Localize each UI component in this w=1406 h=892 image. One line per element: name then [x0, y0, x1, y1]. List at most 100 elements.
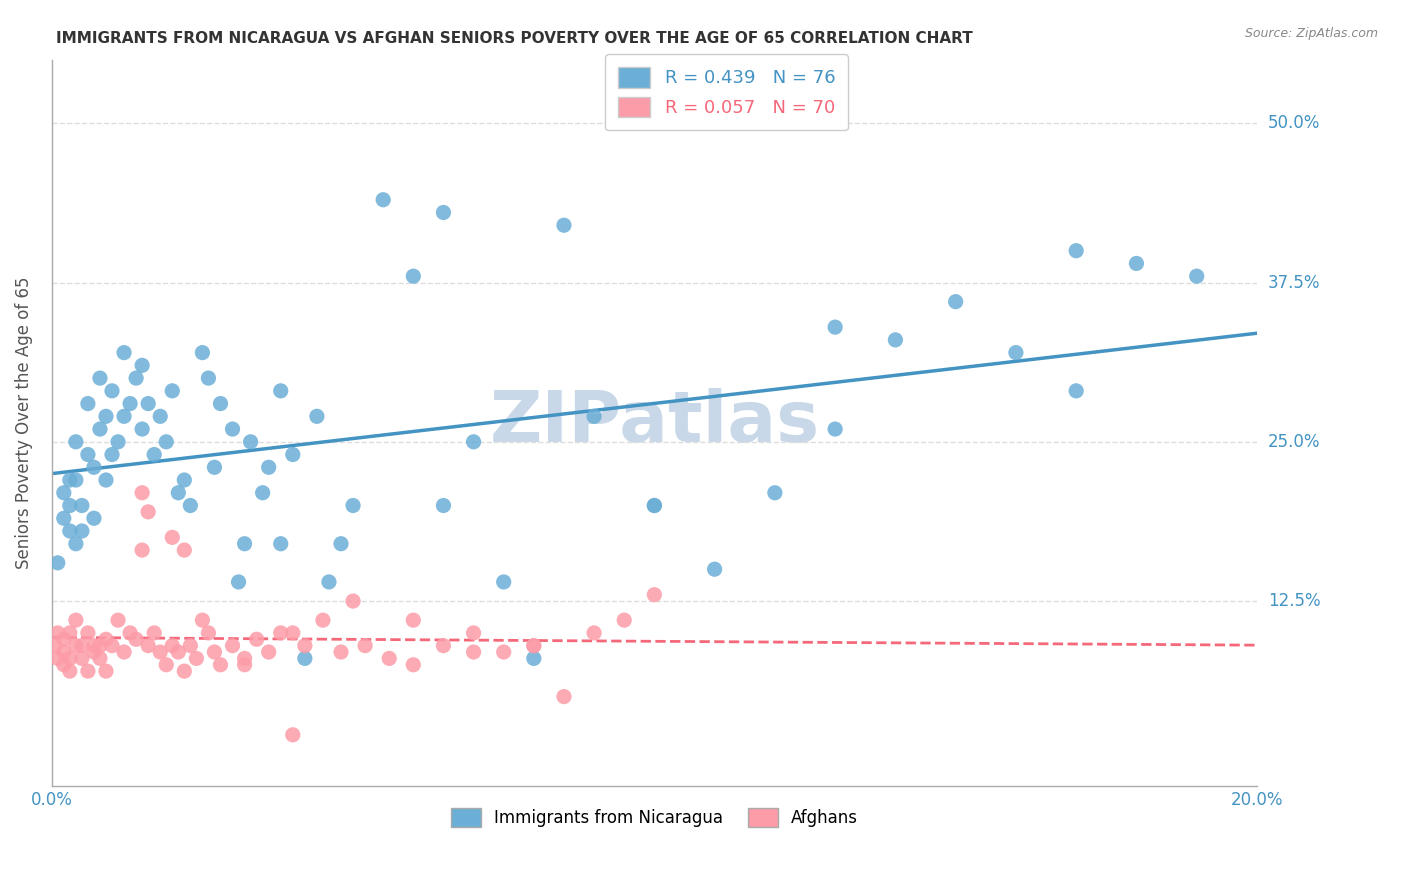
Point	[246, 632, 269, 647]
Point	[101, 639, 124, 653]
Point	[373, 193, 395, 207]
Point	[155, 657, 177, 672]
Point	[149, 409, 172, 424]
Point	[52, 657, 75, 672]
Point	[167, 645, 190, 659]
Point	[221, 639, 243, 653]
Point	[197, 371, 219, 385]
Point	[83, 460, 105, 475]
Point	[70, 499, 93, 513]
Point	[107, 434, 129, 449]
Point	[294, 639, 316, 653]
Point	[330, 645, 353, 659]
Point	[136, 639, 159, 653]
Point	[101, 384, 124, 398]
Point	[312, 613, 335, 627]
Text: Source: ZipAtlas.com: Source: ZipAtlas.com	[1244, 27, 1378, 40]
Point	[65, 434, 87, 449]
Point	[112, 409, 135, 424]
Point	[330, 537, 353, 551]
Point	[149, 645, 172, 659]
Point	[112, 345, 135, 359]
Point	[432, 205, 454, 219]
Point	[179, 639, 201, 653]
Point	[65, 613, 87, 627]
Point	[94, 632, 117, 647]
Point	[89, 651, 111, 665]
Point	[233, 657, 256, 672]
Point	[294, 651, 316, 665]
Point	[131, 359, 153, 373]
Point	[239, 434, 262, 449]
Point	[221, 422, 243, 436]
Point	[52, 632, 75, 647]
Point	[643, 588, 665, 602]
Point	[83, 645, 105, 659]
Point	[354, 639, 377, 653]
Point	[824, 320, 846, 334]
Point	[94, 409, 117, 424]
Point	[492, 645, 515, 659]
Point	[318, 574, 340, 589]
Point	[432, 499, 454, 513]
Point	[167, 485, 190, 500]
Point	[162, 530, 184, 544]
Point	[77, 448, 100, 462]
Point	[191, 345, 214, 359]
Point	[125, 632, 148, 647]
Text: ZIPatlas: ZIPatlas	[489, 388, 820, 458]
Point	[59, 626, 82, 640]
Point	[402, 269, 425, 284]
Point	[643, 499, 665, 513]
Point	[523, 651, 546, 665]
Point	[1005, 345, 1028, 359]
Point	[162, 639, 184, 653]
Point	[65, 537, 87, 551]
Point	[378, 651, 401, 665]
Point	[252, 485, 274, 500]
Point	[89, 422, 111, 436]
Point	[131, 485, 153, 500]
Point	[463, 645, 485, 659]
Point	[77, 396, 100, 410]
Point	[342, 499, 364, 513]
Point	[613, 613, 636, 627]
Point	[402, 613, 425, 627]
Point	[52, 511, 75, 525]
Point	[46, 626, 69, 640]
Point	[59, 499, 82, 513]
Point	[131, 422, 153, 436]
Point	[703, 562, 725, 576]
Point	[763, 485, 786, 500]
Point	[83, 639, 105, 653]
Point	[143, 448, 166, 462]
Point	[120, 626, 142, 640]
Point	[65, 473, 87, 487]
Point	[1064, 384, 1087, 398]
Point	[209, 657, 232, 672]
Point	[94, 664, 117, 678]
Point	[125, 371, 148, 385]
Point	[257, 645, 280, 659]
Point	[204, 460, 226, 475]
Point	[492, 574, 515, 589]
Point	[583, 409, 606, 424]
Point	[173, 543, 195, 558]
Text: 37.5%: 37.5%	[1268, 274, 1320, 292]
Point	[233, 651, 256, 665]
Point	[342, 594, 364, 608]
Point	[228, 574, 250, 589]
Point	[281, 626, 304, 640]
Point	[52, 645, 75, 659]
Point	[173, 664, 195, 678]
Point	[70, 651, 93, 665]
Point	[1185, 269, 1208, 284]
Point	[136, 396, 159, 410]
Point	[89, 639, 111, 653]
Point	[553, 690, 575, 704]
Point	[281, 728, 304, 742]
Point	[89, 371, 111, 385]
Text: 50.0%: 50.0%	[1268, 114, 1320, 132]
Legend: Immigrants from Nicaragua, Afghans: Immigrants from Nicaragua, Afghans	[443, 799, 866, 836]
Point	[46, 651, 69, 665]
